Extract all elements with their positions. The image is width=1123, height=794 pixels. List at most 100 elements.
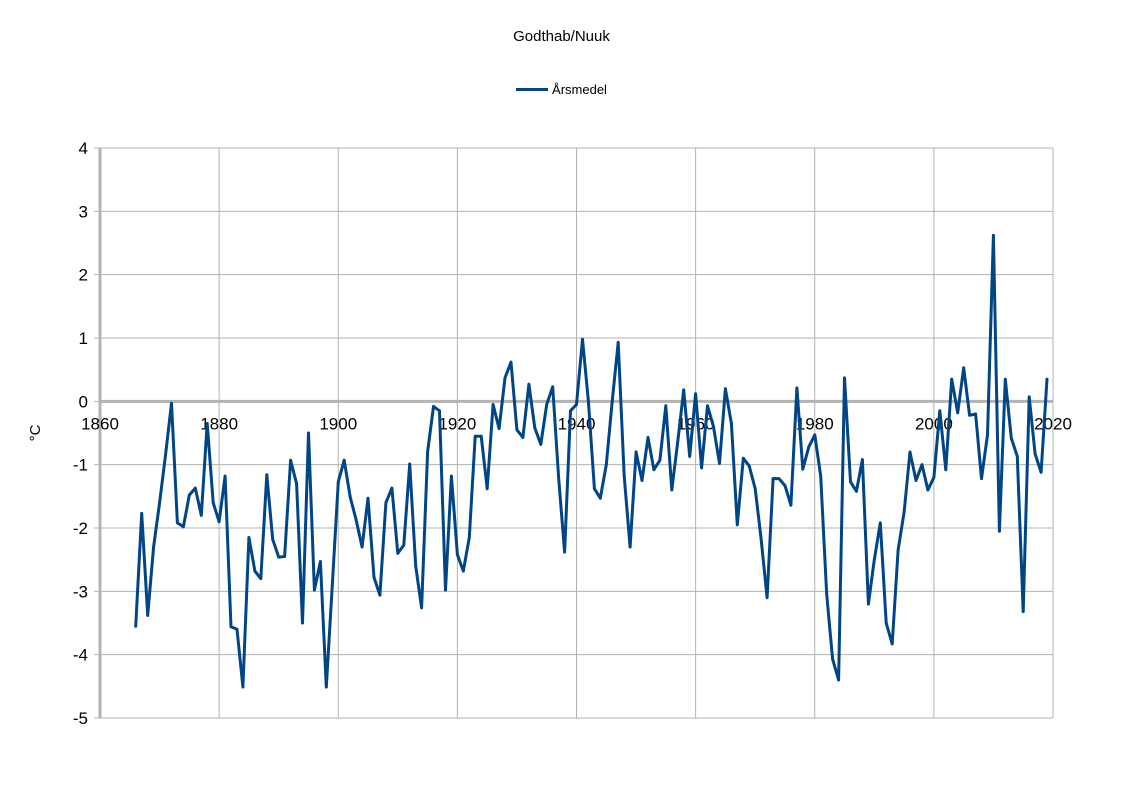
data-point [610,399,614,403]
data-point [855,489,858,493]
data-point [819,474,823,478]
data-point [914,479,918,482]
data-point [980,477,983,480]
data-point [390,486,394,490]
data-point [992,234,995,237]
data-point [509,360,513,364]
data-point [974,412,977,416]
data-point [569,409,572,413]
data-point [253,569,257,573]
data-point [265,473,269,477]
data-point [849,480,852,484]
data-point [825,593,829,596]
y-tick-label: -1 [73,456,88,475]
data-point [497,427,501,430]
data-point [950,377,954,381]
data-point [718,462,721,465]
data-point [926,488,930,492]
data-point [777,477,781,480]
data-point [1039,470,1043,474]
data-point [366,496,370,500]
data-point [938,409,942,413]
data-point [706,404,709,408]
data-point [563,550,566,554]
y-tick-label: 1 [79,329,88,348]
data-point [301,621,304,625]
x-tick-label: 1940 [558,414,596,433]
data-point [694,392,698,396]
y-tick-label: 3 [79,202,88,221]
data-point [259,577,263,581]
data-point [837,678,840,682]
data-point [354,518,358,522]
data-point [986,433,989,437]
data-point [444,588,447,592]
data-point [700,466,703,470]
data-point [247,536,251,539]
data-point [1033,452,1037,456]
data-point [408,462,412,466]
data-point [235,627,239,631]
data-point [164,453,167,457]
data-point [1027,395,1031,399]
data-point [616,341,620,344]
data-point [414,564,418,568]
data-point [831,657,835,661]
y-tick-label: -3 [73,582,88,601]
data-point [1003,377,1007,381]
data-point [1015,455,1019,458]
series-line [134,233,1049,689]
data-point [140,512,144,515]
data-point [521,436,525,439]
data-point [307,431,310,435]
x-tick-label: 1960 [677,414,715,433]
data-point [181,525,185,529]
data-point [759,537,763,541]
data-point [1009,436,1013,440]
data-point [342,458,346,462]
data-point [956,411,960,415]
x-tick-label: 2000 [915,414,953,433]
data-point [223,474,227,478]
data-point [289,458,292,462]
data-point [229,625,233,629]
y-tick-label: -4 [73,646,88,665]
data-point [581,337,584,341]
data-point [491,403,495,406]
data-point [378,593,382,597]
data-point [890,642,894,646]
data-point [920,463,924,467]
data-point [634,450,638,454]
data-point [527,382,531,386]
data-point [557,475,561,479]
data-point [461,569,465,573]
data-point [712,425,715,429]
data-point [646,436,650,439]
data-point [682,388,686,392]
data-point [330,583,334,587]
y-tick-label: 2 [79,266,88,285]
data-point [396,551,400,555]
data-point [479,434,483,438]
data-point [360,545,364,549]
tick-labels: 4 3 2 1 0 -1 -2 -3 -4 -5 1860 1880 1900 1920 1940 1960 1… [73,139,1072,728]
data-point [789,503,793,507]
data-point [515,428,519,432]
data-point [741,456,745,460]
data-point [765,596,769,600]
data-point [551,385,555,389]
legend-label: Årsmedel [552,82,607,97]
data-point [205,422,209,425]
x-tick-label: 1900 [319,414,357,433]
data-point [962,366,966,370]
data-point [587,399,590,403]
data-point [664,404,668,408]
legend-swatch [516,88,549,91]
data-point [134,624,138,628]
data-point [997,529,1001,533]
x-tick-label: 1920 [438,414,476,433]
data-point [878,521,882,525]
data-point [884,621,888,625]
series-group [134,233,1049,689]
